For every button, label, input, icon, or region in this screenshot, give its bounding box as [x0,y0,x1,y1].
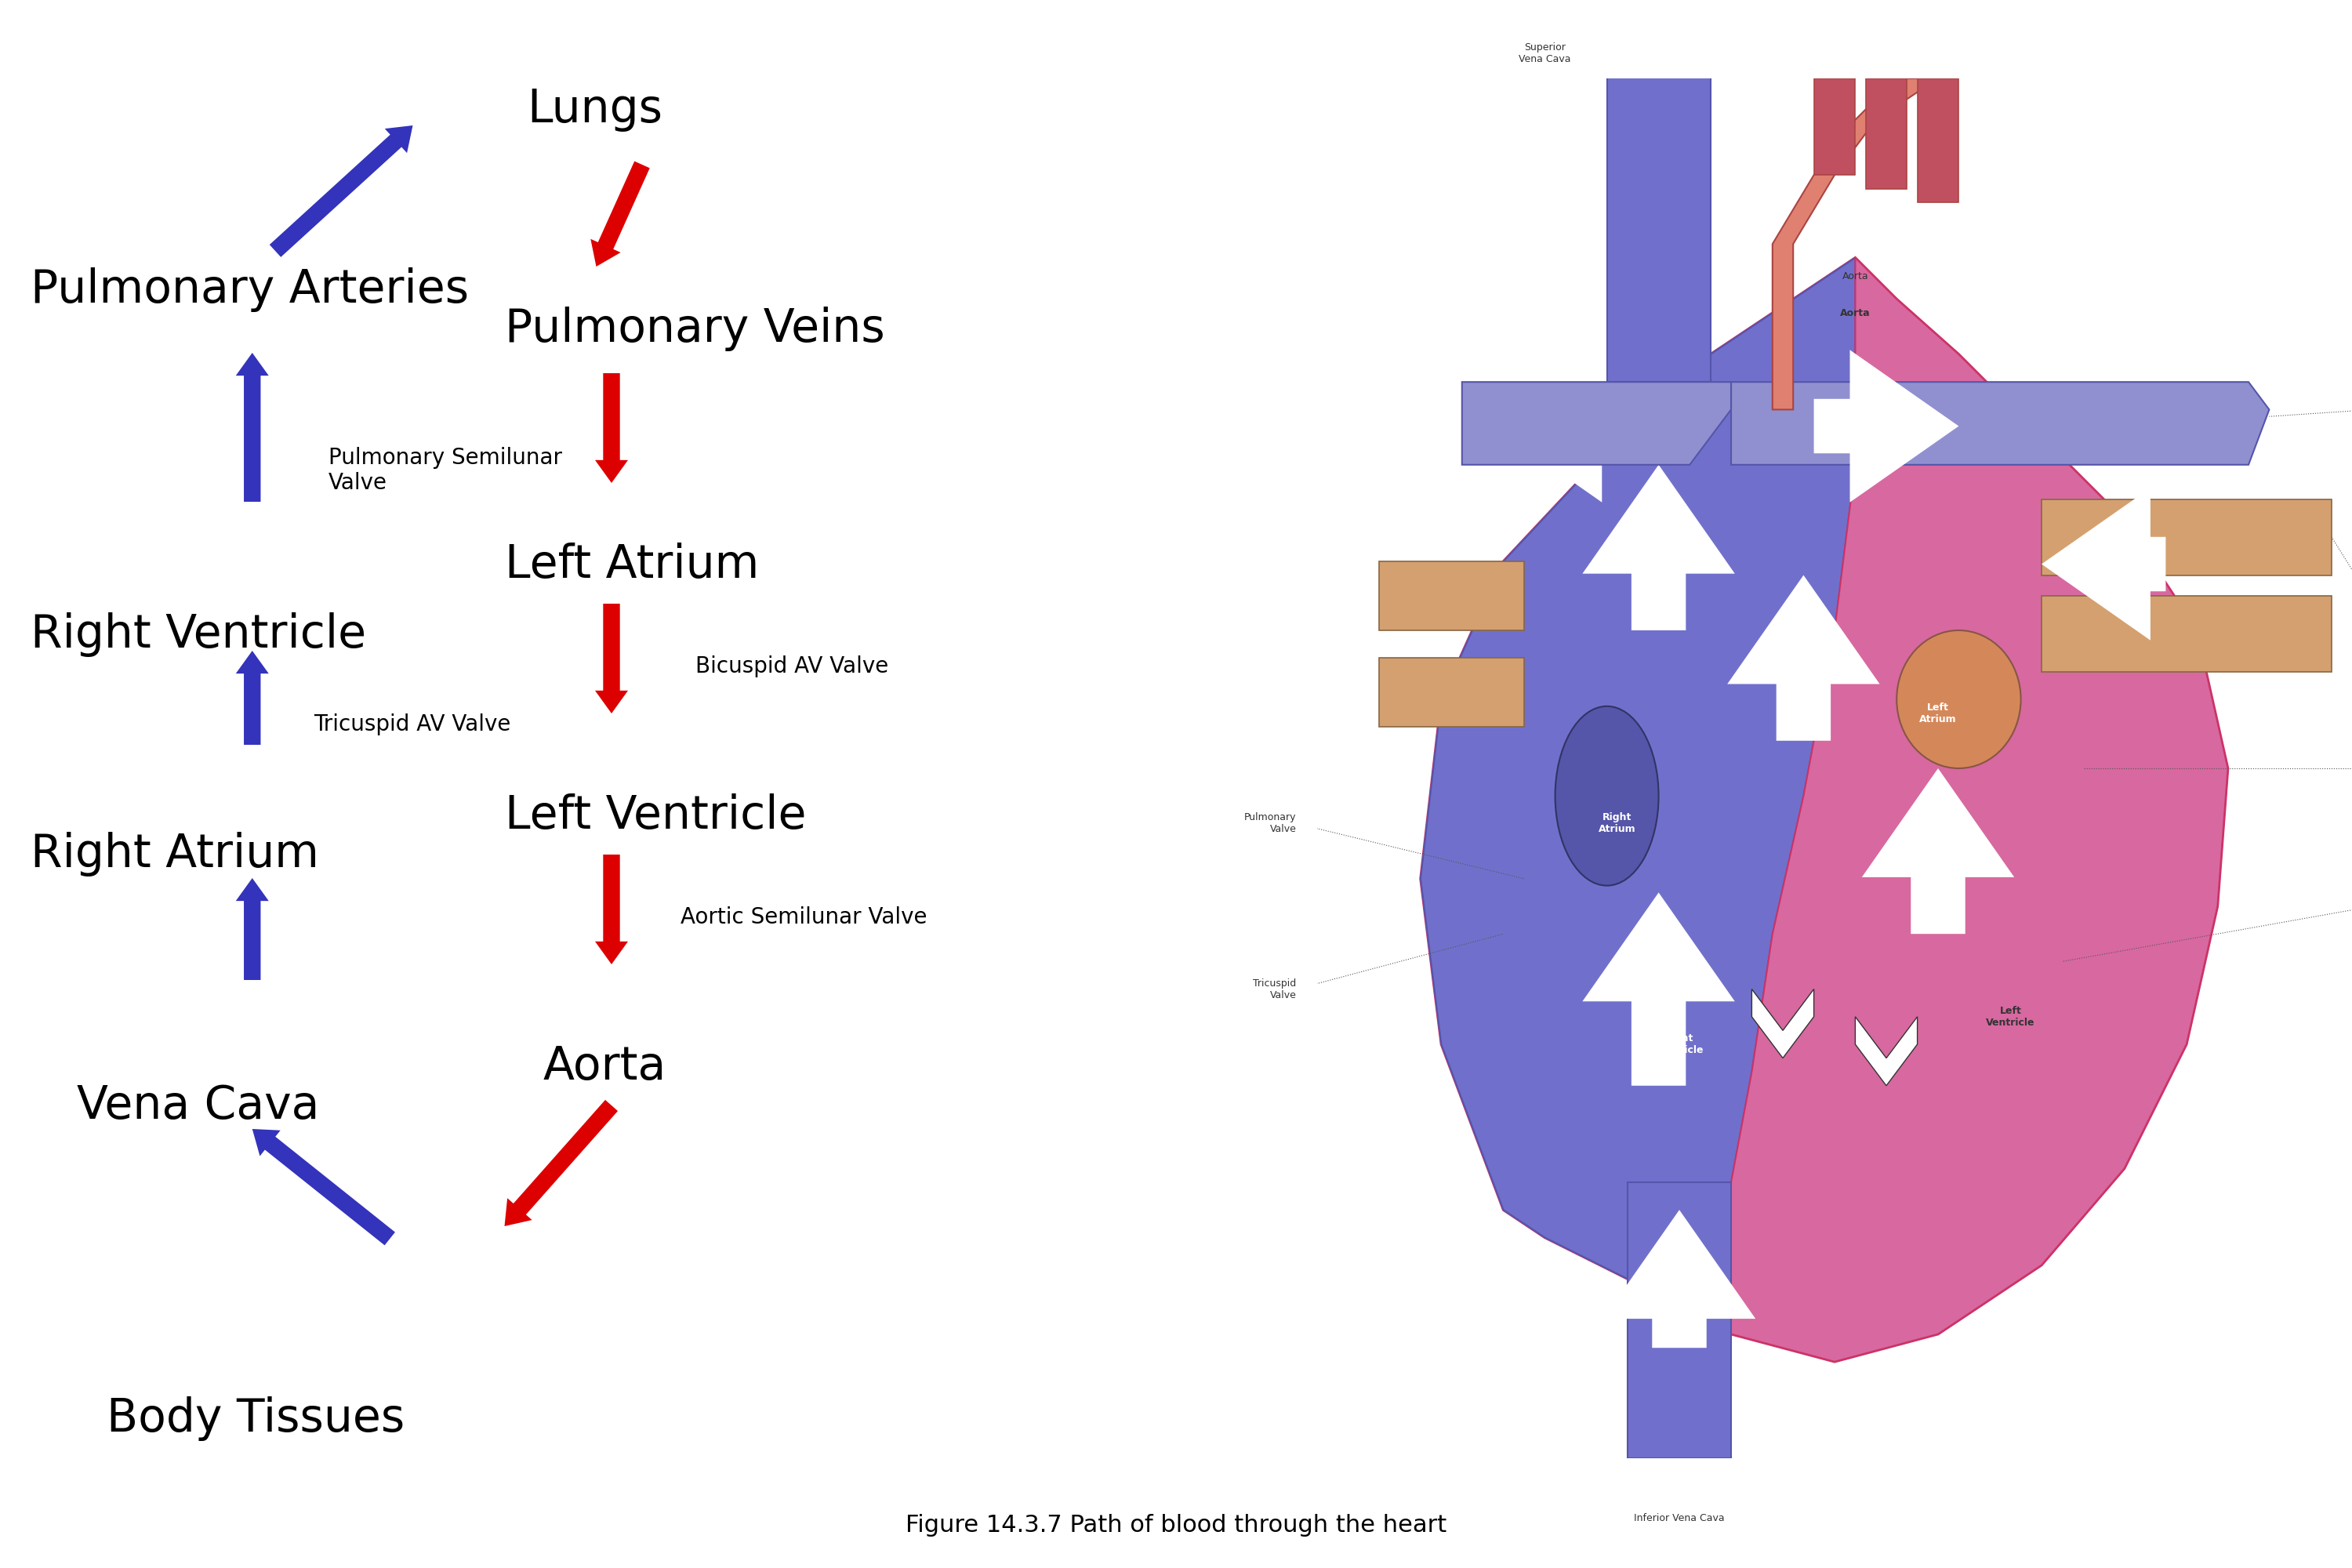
Polygon shape [1628,1182,1731,1458]
Polygon shape [1856,1016,1917,1085]
Text: Right
Ventricle: Right Ventricle [1656,1033,1703,1055]
Text: Vena Cava: Vena Cava [75,1083,320,1127]
Polygon shape [1606,50,1710,383]
Text: Inferior Vena Cava: Inferior Vena Cava [1635,1513,1724,1524]
Text: Lungs: Lungs [527,88,663,132]
Polygon shape [1421,257,2227,1361]
Text: Right Ventricle: Right Ventricle [31,613,367,657]
Text: Aorta: Aorta [1842,271,1867,282]
Text: Body Tissues: Body Tissues [108,1397,405,1441]
Text: Left Atrium: Left Atrium [503,543,760,586]
Polygon shape [1752,989,1813,1058]
Text: Aorta: Aorta [1839,307,1870,318]
Polygon shape [1378,561,1524,630]
Text: Bicuspid AV Valve: Bicuspid AV Valve [696,655,889,677]
Polygon shape [1463,383,1731,464]
Text: Aorta: Aorta [543,1044,666,1088]
Polygon shape [1813,78,1856,176]
Text: Left
Ventricle: Left Ventricle [1985,1005,2034,1027]
Text: Left Ventricle: Left Ventricle [503,793,807,837]
Text: Tricuspid AV Valve: Tricuspid AV Valve [313,713,510,735]
Text: Pulmonary Arteries: Pulmonary Arteries [31,268,468,312]
Text: Left
Atrium: Left Atrium [1919,702,1957,724]
Ellipse shape [1896,630,2020,768]
Text: Pulmonary
Valve: Pulmonary Valve [1244,812,1296,834]
Polygon shape [1731,383,2270,464]
Text: Pulmonary Semilunar
Valve: Pulmonary Semilunar Valve [329,447,562,494]
Polygon shape [2042,596,2331,671]
Text: Right
Atrium: Right Atrium [1599,812,1637,834]
Polygon shape [1710,257,2227,1361]
Polygon shape [2042,499,2331,575]
Text: Tricuspid
Valve: Tricuspid Valve [1254,978,1296,1000]
Text: Figure 14.3.7 Path of blood through the heart: Figure 14.3.7 Path of blood through the … [906,1515,1446,1537]
Text: Aortic Semilunar Valve: Aortic Semilunar Valve [680,906,927,928]
Polygon shape [1378,659,1524,728]
Polygon shape [1421,257,1856,1279]
Polygon shape [1917,78,1959,202]
Text: Right Atrium: Right Atrium [31,833,320,877]
Ellipse shape [1555,706,1658,886]
Text: Superior
Vena Cava: Superior Vena Cava [1519,42,1571,64]
Polygon shape [1773,78,1938,409]
Polygon shape [1865,78,1907,188]
Text: Pulmonary Veins: Pulmonary Veins [503,307,884,351]
